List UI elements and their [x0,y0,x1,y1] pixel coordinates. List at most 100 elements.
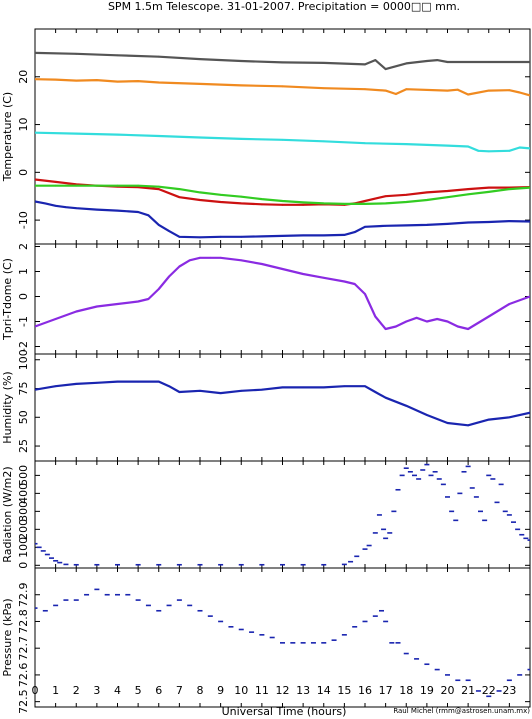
data-point [374,197,377,200]
data-point [465,679,471,682]
data-point [240,137,243,140]
data-point [399,474,405,477]
data-point [425,320,428,323]
data-point [116,380,119,383]
data-point [343,202,346,205]
credit-text: Raul Michel (rmm@astrosen.unam.mx) [393,707,530,715]
data-point [75,310,78,313]
y-tick-label: 0 [17,293,30,300]
data-point [135,563,141,566]
data-point [281,138,284,141]
data-point [414,658,420,660]
data-point [260,203,263,206]
data-point [487,221,490,223]
data-point [116,184,119,187]
x-tick-label: 0 [32,684,39,697]
data-point [341,634,347,636]
data-point [425,223,428,226]
data-point [75,184,78,187]
data-point [487,315,490,318]
x-tick-label: 18 [399,684,413,697]
data-point [53,604,59,607]
data-point [176,563,182,566]
panel-tpri_tdome: -2 -1 0 1 2 Tpri-Tdome (C) [1,243,531,355]
data-point [455,679,461,682]
data-point [228,626,234,628]
data-point [395,325,397,328]
data-point [387,532,393,534]
data-point [425,414,428,416]
data-point [259,634,265,636]
data-point [508,89,511,92]
y-tick-label: -10 [17,211,30,229]
data-point [35,607,38,609]
x-tick-label: 10 [234,684,248,697]
data-point [116,54,119,57]
data-point [487,186,490,189]
data-point [219,193,222,196]
data-point [35,542,38,545]
data-point [281,61,284,64]
data-point [94,588,100,591]
data-point [156,563,162,566]
data-point [405,201,408,203]
data-point [240,195,243,198]
data-point [508,149,511,152]
data-point [446,89,449,92]
data-point [487,418,490,421]
y-tick-label: 50 [17,410,30,424]
data-point [49,557,54,559]
data-point [199,191,201,194]
y-tick-label: -1 [17,316,30,327]
data-point [467,221,470,224]
data-point [147,298,150,300]
data-point [137,211,140,213]
data-point [54,318,57,320]
x-tick-label: 20 [441,684,455,697]
x-tick-label: 15 [337,684,351,697]
data-point [384,89,387,92]
data-point [467,328,470,330]
data-point [75,383,78,385]
data-point [238,628,244,631]
data-point [477,149,480,152]
y-tick-label: 0 [17,562,30,569]
data-point [259,563,265,566]
y-tick-label: -2 [17,341,30,352]
data-point [379,609,384,612]
data-point [374,315,377,318]
data-point [35,78,36,81]
data-point [383,620,389,623]
data-point [53,560,59,562]
data-point [436,59,439,61]
data-point [529,147,530,150]
data-point [381,528,387,531]
data-point [281,386,284,389]
data-point [467,193,470,196]
data-point [486,695,492,698]
x-tick-label: 17 [379,684,393,697]
x-tick-label: 5 [135,684,142,697]
data-point [383,537,389,540]
data-point [168,275,170,278]
data-point [36,546,42,549]
data-point [405,62,408,65]
data-point [63,563,69,566]
panel-frame [34,460,531,569]
x-tick-label: 12 [276,684,290,697]
data-point [199,389,201,392]
data-point [178,391,181,393]
data-point [269,636,275,639]
data-point [487,89,490,92]
data-point [199,136,201,139]
data-point [364,142,366,145]
data-point [405,88,408,91]
data-point [508,188,511,190]
data-point [65,206,67,209]
data-point [116,80,119,83]
data-point [168,230,170,233]
data-point [157,288,160,290]
series-line [35,78,530,97]
